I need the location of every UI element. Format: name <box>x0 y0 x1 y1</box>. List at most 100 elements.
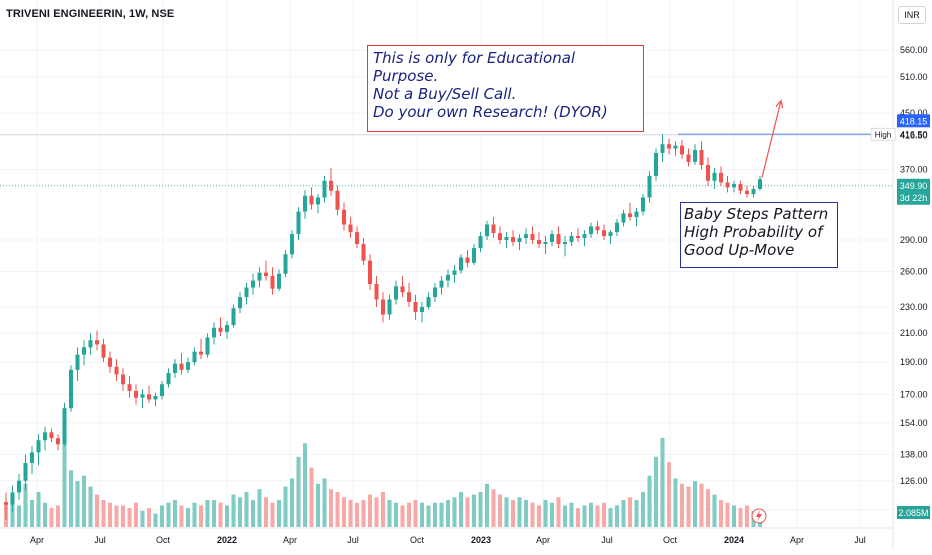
candle-body <box>432 287 438 298</box>
candle-body <box>367 260 373 285</box>
y-tick-label: 290.00 <box>900 235 928 245</box>
y-tick-label: 170.00 <box>900 389 928 399</box>
candle-body <box>751 189 756 195</box>
candle-body <box>725 182 730 188</box>
volume-bar <box>426 505 431 527</box>
candle-body <box>413 301 418 313</box>
candle-body <box>75 354 80 370</box>
volume-bar <box>211 500 217 527</box>
candle-body <box>211 327 217 338</box>
x-tick-label: Jul <box>94 535 106 545</box>
volume-bar <box>146 508 152 527</box>
high-value-badge <box>897 114 930 128</box>
volume-bar <box>270 502 275 527</box>
candle-body <box>400 286 405 293</box>
annotation-line: High Probability of <box>684 223 823 241</box>
volume-bar <box>133 502 139 527</box>
candle-body <box>491 224 496 234</box>
candle-body <box>55 438 61 445</box>
volume-bar <box>666 462 672 527</box>
volume-bar <box>36 491 41 527</box>
volume-bar <box>296 456 301 527</box>
candle-body <box>419 306 425 313</box>
candle-body <box>478 236 483 249</box>
currency-selector[interactable]: INR <box>898 6 926 24</box>
volume-bar <box>29 500 35 527</box>
candle-body <box>640 197 646 212</box>
candle-body <box>146 394 152 400</box>
candle-body <box>68 369 74 409</box>
y-tick-label: 370.00 <box>900 165 928 175</box>
candle-body <box>309 195 314 205</box>
candle-body <box>296 211 301 235</box>
candle-body <box>406 292 412 302</box>
annotation-line: Do your own Research! (DYOR) <box>373 103 608 121</box>
last-price-text: 349.90 <box>900 181 928 191</box>
candle-body <box>705 164 711 181</box>
x-tick-label: Oct <box>663 535 678 545</box>
y-tick-label: 450.00 <box>900 108 928 118</box>
candle-body <box>250 280 256 288</box>
volume-bar <box>712 494 717 527</box>
volume-value-text: 2.085M <box>898 508 928 518</box>
candle-body <box>660 144 665 153</box>
candle-body <box>36 440 41 453</box>
volume-bar <box>250 500 256 527</box>
volume-bar <box>374 497 379 527</box>
volume-bar <box>647 475 652 527</box>
candle-body <box>484 224 490 237</box>
x-tick-label: Oct <box>410 535 425 545</box>
candle-body <box>114 366 119 375</box>
candle-body <box>354 232 360 245</box>
volume-bar <box>367 494 373 527</box>
candle-body <box>471 248 477 263</box>
candle-body <box>289 234 295 255</box>
volume-bar <box>172 500 178 527</box>
volume-bar <box>159 505 165 527</box>
volume-bar <box>107 502 113 527</box>
volume-bar <box>562 505 568 527</box>
candle-body <box>543 242 548 245</box>
candle-body <box>634 211 639 218</box>
last-price-badge <box>897 178 930 205</box>
volume-bar <box>582 505 587 527</box>
volume-bar <box>543 500 548 527</box>
candle-body <box>679 145 685 155</box>
volume-bar <box>556 497 561 527</box>
candle-body <box>380 299 386 315</box>
candle-body <box>88 340 93 348</box>
candle-body <box>322 180 327 198</box>
pattern-annotation: Baby Steps Pattern High Probability of G… <box>680 202 838 268</box>
volume-bar <box>120 505 126 527</box>
volume-bar <box>432 502 438 527</box>
volume-bar <box>94 494 100 527</box>
candle-body <box>439 280 444 288</box>
volume-bar <box>530 502 535 527</box>
candle-body <box>692 150 698 162</box>
x-tick-label: Oct <box>156 535 171 545</box>
volume-bar <box>224 505 230 527</box>
volume-bar <box>257 489 262 527</box>
volume-bar <box>575 508 581 527</box>
candle-body <box>575 236 581 239</box>
candle-body <box>283 254 288 274</box>
volume-bar <box>42 502 48 527</box>
volume-bar <box>406 502 412 527</box>
candle-body <box>42 432 48 441</box>
candle-body <box>595 226 600 231</box>
x-tick-label: 2024 <box>724 535 744 545</box>
volume-bar <box>497 494 503 527</box>
y-tick-label: 230.00 <box>900 302 928 312</box>
candle-body <box>224 325 230 332</box>
candle-body <box>504 237 509 240</box>
volume-bar <box>510 500 516 527</box>
y-tick-label: 154.00 <box>900 418 928 428</box>
candle-body <box>549 234 555 242</box>
candle-body <box>530 234 535 240</box>
volume-bar <box>445 500 451 527</box>
volume-bar <box>198 505 204 527</box>
candle-body <box>166 372 171 385</box>
candle-body <box>556 234 561 245</box>
